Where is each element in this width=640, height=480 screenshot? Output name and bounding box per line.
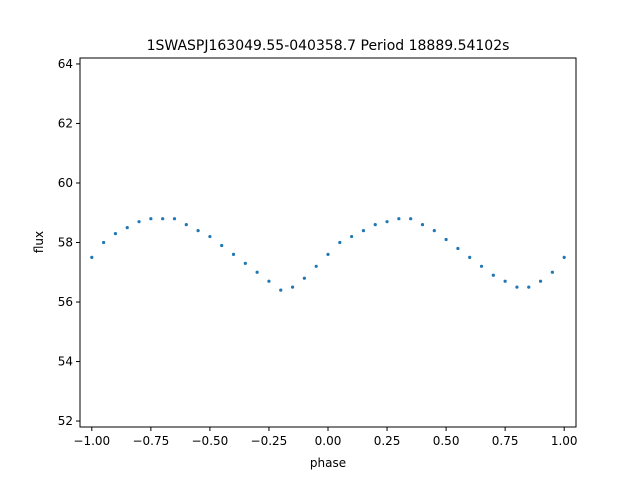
data-point [350,234,354,239]
x-tick-label: −1.00 [73,434,110,448]
data-point [550,270,554,274]
chart-title: 1SWASPJ163049.55-040358.7 Period 18889.5… [147,38,510,54]
data-point [444,237,448,242]
data-point [243,261,247,265]
y-tick-label: 64 [58,57,73,71]
data-point [468,255,472,259]
x-tick-label: 0.25 [374,434,401,448]
data-point [125,226,129,230]
y-tick-label: 60 [58,176,73,190]
data-point [326,252,330,256]
y-tick-label: 56 [58,295,73,309]
data-point [302,276,306,280]
y-axis: 52 54 56 58 60 62 64 [58,57,80,428]
data-point [385,220,389,224]
data-point [267,279,271,283]
y-tick-label: 62 [58,116,73,130]
data-point [231,252,236,256]
data-point [314,264,318,268]
data-point [113,231,118,236]
data-point [409,217,413,221]
data-point [290,285,295,289]
data-points [90,217,566,292]
data-point [503,279,507,283]
data-point [456,246,460,251]
data-point [562,255,566,259]
x-axis-label: phase [310,456,346,470]
x-tick-label: 0.75 [492,434,519,448]
data-point [90,255,94,259]
data-point [172,217,177,221]
data-point [373,223,377,227]
data-point [338,240,342,245]
data-point [208,234,212,239]
data-point [149,217,153,221]
data-point [479,264,484,268]
x-tick-label: 0.00 [315,434,342,448]
x-tick-label: −0.25 [251,434,288,448]
data-point [161,217,165,221]
data-point [137,220,141,224]
data-point [491,273,495,277]
data-point [220,243,224,248]
y-axis-label: flux [32,231,46,253]
data-point [279,288,283,292]
data-point [361,229,366,233]
x-tick-label: −0.50 [192,434,229,448]
data-point [515,285,519,289]
data-point [196,229,200,233]
data-point [420,223,425,227]
data-point [397,217,401,221]
x-tick-label: −0.75 [132,434,169,448]
data-point [102,240,106,245]
y-tick-label: 52 [58,414,73,428]
data-point [255,270,259,274]
data-point [538,279,543,283]
y-tick-label: 54 [58,355,73,369]
x-tick-label: 1.00 [551,434,578,448]
x-axis: −1.00 −0.75 −0.50 −0.25 0.00 0.25 0.50 0.75 1.00 [73,427,578,448]
data-point [432,229,436,233]
x-tick-label: 0.50 [433,434,460,448]
data-point [527,285,531,289]
y-tick-label: 58 [58,236,73,250]
data-point [184,223,188,227]
